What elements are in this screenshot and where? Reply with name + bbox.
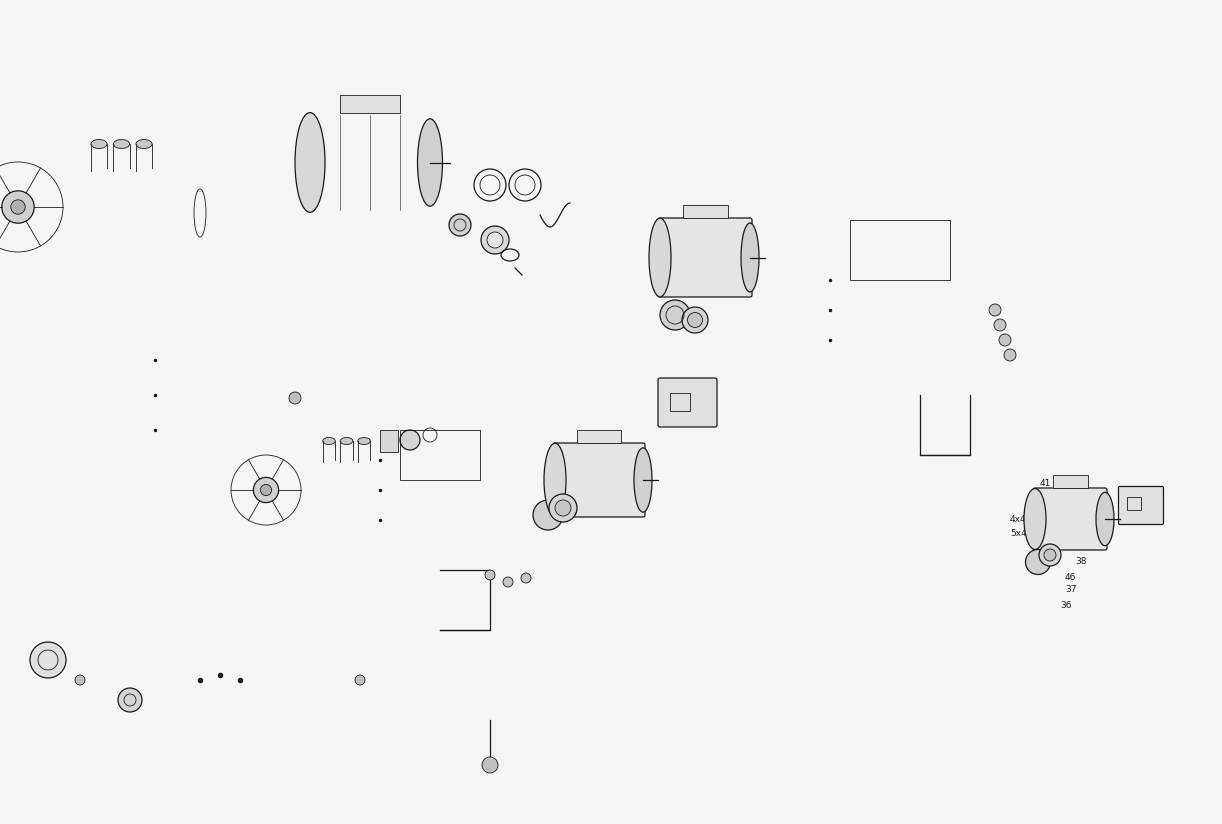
FancyBboxPatch shape xyxy=(1033,488,1107,550)
Text: 11: 11 xyxy=(105,653,116,662)
Text: 44: 44 xyxy=(360,625,371,634)
Text: СБ4/Ф-500.LT100/16: СБ4/Ф-500.LT100/16 xyxy=(984,387,1106,400)
Polygon shape xyxy=(440,240,580,460)
Text: SB4/F-500.LT100: SB4/F-500.LT100 xyxy=(126,40,224,53)
Ellipse shape xyxy=(1039,544,1061,566)
Bar xyxy=(1127,497,1141,510)
Text: 3: 3 xyxy=(447,715,452,724)
Text: 19: 19 xyxy=(90,710,101,719)
Text: 7x4: 7x4 xyxy=(930,221,947,230)
Text: 28: 28 xyxy=(510,481,522,490)
Text: 28: 28 xyxy=(370,447,381,456)
Text: 5x4: 5x4 xyxy=(11,301,28,310)
Ellipse shape xyxy=(1025,550,1051,574)
Text: 43: 43 xyxy=(358,658,369,667)
Bar xyxy=(380,430,398,452)
Ellipse shape xyxy=(549,494,577,522)
Text: 7x4: 7x4 xyxy=(840,399,857,408)
Text: 8x4: 8x4 xyxy=(521,441,536,450)
Text: ↓: ↓ xyxy=(26,315,34,325)
Text: 22x4: 22x4 xyxy=(565,474,588,483)
Text: Else see Figure 3 / Else siehe Abbildung 3: Else see Figure 3 / Else siehe Abbildung… xyxy=(923,415,1167,428)
Text: 41: 41 xyxy=(699,194,711,203)
Ellipse shape xyxy=(136,139,152,148)
Ellipse shape xyxy=(323,438,335,444)
Bar xyxy=(851,220,949,280)
Text: 46: 46 xyxy=(1066,573,1077,582)
Text: 9x4: 9x4 xyxy=(293,404,309,413)
Text: Figure 3 / Abbildung 3 / Рисунок 3: Figure 3 / Abbildung 3 / Рисунок 3 xyxy=(453,319,656,331)
Ellipse shape xyxy=(1044,549,1056,561)
Circle shape xyxy=(1004,349,1015,361)
Polygon shape xyxy=(325,360,440,405)
Text: 44: 44 xyxy=(700,433,711,442)
Bar xyxy=(340,95,400,113)
Text: 6: 6 xyxy=(720,246,726,255)
Text: 23: 23 xyxy=(88,653,99,662)
Text: 5x4: 5x4 xyxy=(349,545,367,555)
Text: 41: 41 xyxy=(304,105,315,115)
FancyBboxPatch shape xyxy=(307,112,433,213)
Text: 50: 50 xyxy=(1136,533,1147,542)
Polygon shape xyxy=(31,490,450,757)
Text: 30: 30 xyxy=(479,157,491,166)
Text: 22: 22 xyxy=(68,656,78,664)
Text: СБ4/Ф-500.LT100: СБ4/Ф-500.LT100 xyxy=(123,26,226,39)
Text: 6: 6 xyxy=(374,405,380,414)
Text: 3: 3 xyxy=(49,166,55,175)
Bar xyxy=(400,430,480,480)
Text: 27: 27 xyxy=(1004,306,1017,315)
Text: 45: 45 xyxy=(510,467,522,476)
FancyBboxPatch shape xyxy=(1118,486,1163,525)
Text: 14: 14 xyxy=(700,447,711,456)
Text: 16: 16 xyxy=(490,625,501,634)
Text: 27: 27 xyxy=(1025,265,1036,274)
Text: 20x4: 20x4 xyxy=(100,695,122,705)
Text: 21x4: 21x4 xyxy=(100,725,122,734)
Text: 11x4: 11x4 xyxy=(554,420,576,429)
Ellipse shape xyxy=(544,443,566,517)
Text: Else see Figure 1 / Else siehe Abbildung 1: Else see Figure 1 / Else siehe Abbildung… xyxy=(687,45,932,59)
Text: Else see Figure 1 / Else siehe Abbildung 1: Else see Figure 1 / Else siehe Abbildung… xyxy=(433,361,678,373)
Text: 2: 2 xyxy=(365,188,370,196)
Polygon shape xyxy=(175,270,360,500)
Text: 16: 16 xyxy=(18,586,31,594)
Ellipse shape xyxy=(448,214,470,236)
Text: 7x4: 7x4 xyxy=(349,559,367,568)
Text: 41: 41 xyxy=(594,419,605,428)
Ellipse shape xyxy=(295,113,325,213)
Ellipse shape xyxy=(171,755,183,763)
FancyBboxPatch shape xyxy=(657,378,717,427)
Text: 22x4: 22x4 xyxy=(40,438,62,447)
Ellipse shape xyxy=(114,139,130,148)
Text: 25: 25 xyxy=(1025,320,1036,329)
Text: 13x6: 13x6 xyxy=(573,502,595,511)
Text: 40: 40 xyxy=(459,213,472,222)
Text: 39: 39 xyxy=(485,226,496,235)
Text: 8x4: 8x4 xyxy=(349,572,367,580)
Ellipse shape xyxy=(634,447,653,513)
Ellipse shape xyxy=(11,176,34,238)
Circle shape xyxy=(503,577,513,587)
Text: / Остальное смотри рисунок 1: / Остальное смотри рисунок 1 xyxy=(461,374,649,387)
Ellipse shape xyxy=(682,307,708,333)
Ellipse shape xyxy=(260,466,279,514)
Text: 5x4: 5x4 xyxy=(45,523,62,532)
Text: 37: 37 xyxy=(522,258,534,266)
Text: 10x4: 10x4 xyxy=(83,453,105,462)
Text: 5x4: 5x4 xyxy=(600,484,617,493)
Circle shape xyxy=(1,191,34,223)
Polygon shape xyxy=(295,444,315,542)
Circle shape xyxy=(31,642,66,678)
Circle shape xyxy=(1000,334,1011,346)
Ellipse shape xyxy=(481,226,510,254)
Polygon shape xyxy=(175,285,205,500)
Text: 29: 29 xyxy=(1020,350,1031,359)
Text: 34: 34 xyxy=(450,335,462,344)
Circle shape xyxy=(481,757,499,773)
Bar xyxy=(1052,475,1088,488)
Text: 35: 35 xyxy=(418,350,430,359)
